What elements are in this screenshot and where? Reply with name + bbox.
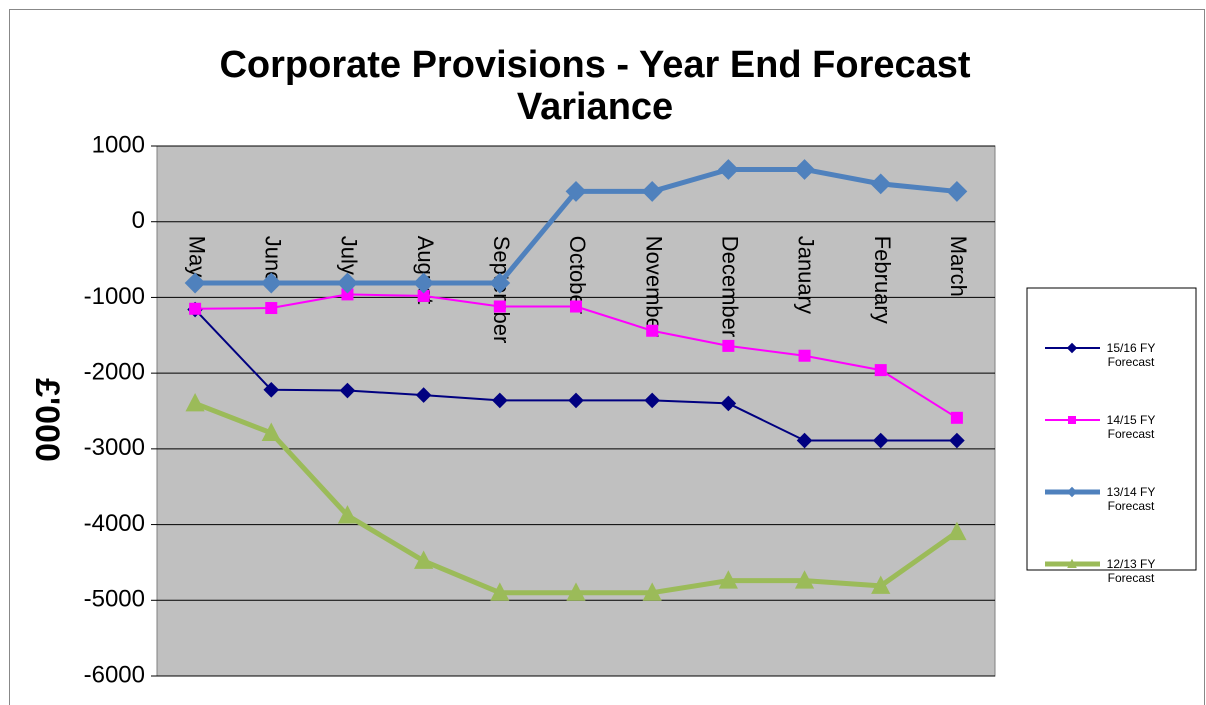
y-tick-label: -1000	[84, 283, 145, 310]
x-tick-label: May	[184, 236, 209, 278]
marker	[870, 173, 892, 195]
marker	[644, 392, 660, 409]
marker	[337, 272, 358, 294]
x-tick-label: November	[641, 236, 666, 337]
y-tick-label: -2000	[84, 358, 145, 385]
marker	[1066, 486, 1078, 498]
x-tick-label: December	[718, 236, 743, 337]
marker	[489, 272, 511, 294]
marker	[717, 159, 739, 180]
marker	[414, 550, 434, 569]
marker	[874, 364, 887, 377]
marker	[570, 300, 582, 313]
y-tick-label: 0	[132, 207, 145, 234]
marker	[798, 349, 811, 362]
y-tick-label: -6000	[84, 661, 145, 688]
y-tick-label: 1000	[92, 131, 145, 158]
marker	[260, 272, 282, 294]
marker	[568, 392, 584, 409]
marker	[950, 411, 963, 424]
marker	[641, 181, 663, 202]
marker	[415, 387, 432, 403]
legend-label: 13/14 FY Forecast	[1106, 485, 1156, 513]
marker	[261, 422, 281, 441]
marker	[184, 272, 206, 294]
marker	[189, 302, 202, 315]
marker	[566, 582, 586, 601]
marker	[339, 382, 356, 399]
legend-box	[1026, 287, 1197, 571]
marker	[720, 395, 737, 412]
y-axis-label: £'000	[28, 378, 66, 462]
chart-border	[9, 9, 1205, 705]
marker	[265, 302, 278, 315]
x-tick-label: July	[337, 236, 362, 275]
y-tick-label: -4000	[84, 510, 145, 537]
legend-label: 12/13 FY Forecast	[1106, 557, 1156, 585]
marker	[718, 570, 738, 589]
marker	[417, 289, 430, 302]
marker	[493, 300, 506, 313]
marker	[492, 392, 508, 409]
marker	[949, 432, 965, 449]
marker	[794, 159, 815, 180]
marker	[871, 575, 891, 594]
marker	[263, 382, 280, 398]
y-tick-label: -3000	[84, 434, 145, 461]
x-tick-label: February	[870, 236, 895, 324]
marker	[565, 181, 587, 202]
marker	[1068, 416, 1076, 424]
marker	[722, 339, 735, 352]
marker	[341, 288, 354, 301]
marker	[794, 570, 815, 589]
marker	[796, 432, 813, 449]
x-tick-label: January	[794, 236, 819, 314]
chart-title: Corporate Provisions - Year End Forecast…	[219, 44, 971, 128]
marker	[872, 432, 889, 449]
marker	[946, 181, 968, 202]
legend-label: 15/16 FY Forecast	[1106, 341, 1156, 369]
marker	[1066, 342, 1078, 354]
legend-label: 14/15 FY Forecast	[1106, 413, 1156, 441]
marker	[947, 521, 967, 541]
marker	[337, 505, 358, 524]
x-tick-label: March	[946, 236, 971, 297]
marker	[413, 272, 435, 294]
marker	[1067, 558, 1077, 568]
marker	[646, 324, 659, 337]
marker	[490, 582, 510, 601]
marker	[642, 582, 662, 601]
y-tick-label: -5000	[84, 586, 145, 613]
marker	[185, 393, 205, 412]
